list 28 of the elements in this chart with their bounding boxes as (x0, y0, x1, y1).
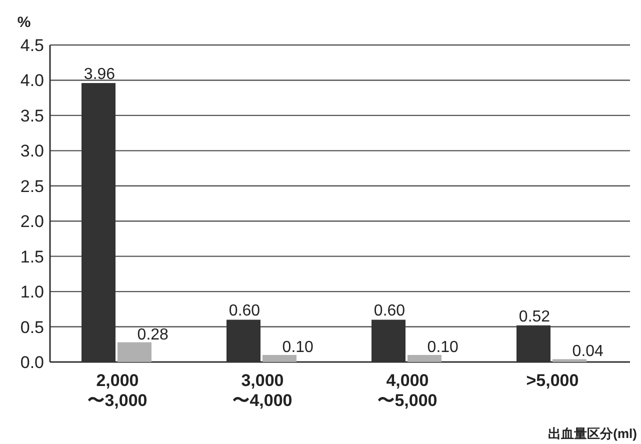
y-tick-label: 4.0 (20, 71, 44, 90)
data-label: 0.10 (282, 338, 314, 356)
data-label: 0.28 (137, 326, 169, 344)
y-tick-label: 2.0 (20, 212, 44, 232)
x-tick-label: >5,000 (526, 371, 579, 390)
y-tick-label: 3.0 (20, 142, 44, 161)
y-tick-label: 3.5 (20, 106, 44, 126)
x-tick-label: 4,000 〜5,000 (378, 371, 438, 410)
y-tick-label: 4.5 (20, 36, 44, 55)
bar (552, 359, 586, 362)
data-label: 3.96 (84, 66, 116, 84)
y-tick-label: 1.5 (20, 247, 44, 266)
y-tick-label: 2.5 (20, 176, 44, 196)
y-axis-title: % (17, 14, 31, 31)
bar (262, 354, 296, 362)
x-tick-label: 3,000 〜4,000 (232, 371, 292, 410)
y-tick-label: 1.0 (20, 282, 44, 302)
y-tick-label: 0.5 (20, 318, 44, 337)
data-label: 0.04 (572, 343, 604, 360)
data-label: 0.52 (518, 308, 550, 326)
y-tick-label: 0.0 (20, 353, 44, 372)
x-tick-label: 2,000 〜3,000 (88, 371, 148, 410)
bar (118, 342, 152, 362)
data-label: 0.10 (427, 338, 459, 356)
x-axis-title: 出血量区分(ml) (548, 426, 637, 441)
bar (408, 354, 442, 362)
data-label: 0.60 (228, 302, 260, 320)
data-label: 0.60 (374, 302, 406, 320)
